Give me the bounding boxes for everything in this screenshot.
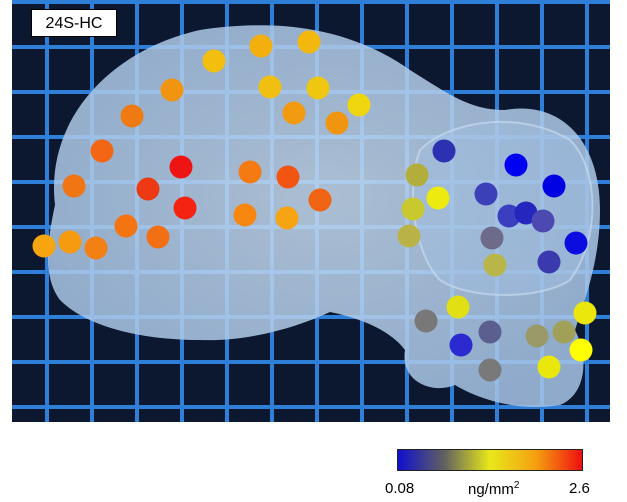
measurement-spot — [160, 78, 184, 102]
measurement-spot — [537, 250, 561, 274]
measurement-spot — [306, 76, 330, 100]
measurement-spot — [347, 93, 371, 117]
measurement-spot — [480, 226, 504, 250]
measurement-spot — [405, 163, 429, 187]
measurement-spot — [136, 177, 160, 201]
measurement-spot — [525, 324, 549, 348]
colorbar-min-label: 0.08 — [385, 480, 415, 497]
colorbar-max-label: 2.6 — [569, 480, 590, 497]
measurement-spot — [32, 234, 56, 258]
measurement-spot — [432, 139, 456, 163]
measurement-spot — [483, 253, 507, 277]
colorbar-unit-label: ng/mm2 — [468, 480, 520, 498]
measurement-spot — [504, 153, 528, 177]
image-label: 24S-HC — [31, 9, 117, 37]
measurement-spot — [564, 231, 588, 255]
colorbar — [397, 449, 583, 471]
measurement-spot — [169, 155, 193, 179]
measurement-spot — [249, 34, 273, 58]
measurement-spot — [573, 301, 597, 325]
measurement-spot — [90, 139, 114, 163]
measurement-spot — [84, 236, 108, 260]
measurement-spot — [282, 101, 306, 125]
spot-group — [32, 30, 597, 382]
measurement-spot — [114, 214, 138, 238]
measurement-spot — [552, 320, 576, 344]
measurement-spot — [62, 174, 86, 198]
measurement-spot — [474, 182, 498, 206]
measurement-spot — [397, 224, 421, 248]
measurement-spot — [58, 230, 82, 254]
measurement-spot — [446, 295, 470, 319]
measurement-spot — [120, 104, 144, 128]
measurement-spot — [308, 188, 332, 212]
measurement-spot — [401, 197, 425, 221]
measurement-spot — [478, 358, 502, 382]
measurement-spot — [537, 355, 561, 379]
measurement-spot — [542, 174, 566, 198]
measurement-spot — [531, 209, 555, 233]
measurement-spot — [426, 186, 450, 210]
measurement-spot — [238, 160, 262, 184]
measurement-spot — [478, 320, 502, 344]
measurement-spot — [258, 75, 282, 99]
measurement-spot — [297, 30, 321, 54]
measurement-spot — [275, 206, 299, 230]
measurement-spot — [173, 196, 197, 220]
measurement-spot — [233, 203, 257, 227]
measurement-spot — [414, 309, 438, 333]
measurement-spot — [449, 333, 473, 357]
measurement-spot — [325, 111, 349, 135]
measurement-spot — [146, 225, 170, 249]
measurement-spot — [569, 338, 593, 362]
measurement-spot — [202, 49, 226, 73]
measurement-spot — [497, 204, 521, 228]
measurement-spot — [276, 165, 300, 189]
